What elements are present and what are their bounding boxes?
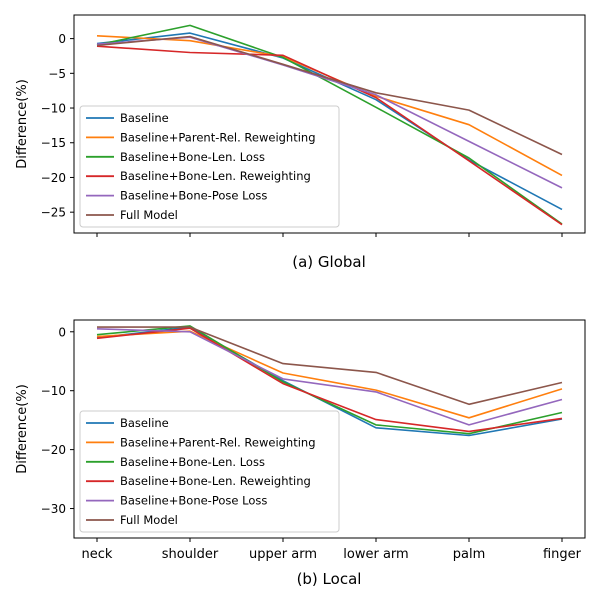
- xtick-label: shoulder: [162, 547, 219, 562]
- ytick-label: −15: [41, 136, 66, 150]
- legend-box: [79, 410, 340, 533]
- ytick-label: −10: [41, 384, 66, 398]
- legend-label: Baseline+Bone-Len. Loss: [120, 150, 265, 164]
- panel-local: 0 −10 −20 −30 neck shoulder upper arm lower ar…: [15, 319, 586, 588]
- title-local: (b) Local: [297, 570, 362, 588]
- xtick-label: neck: [82, 547, 113, 562]
- xticks-global: [96, 233, 563, 237]
- ytick-label: −20: [41, 443, 66, 457]
- series-line-full-model: [96, 35, 563, 156]
- xtick-label: lower arm: [343, 547, 408, 562]
- legend-label: Baseline+Bone-Pose Loss: [120, 494, 267, 508]
- legend-local: Baseline Baseline+Parent-Rel. Reweighting…: [79, 410, 340, 533]
- ytick-label: 0: [58, 325, 66, 339]
- ytick-label: −5: [48, 67, 66, 81]
- legend-global: Baseline Baseline+Parent-Rel. Reweighting…: [79, 105, 340, 228]
- xtick-label: finger: [543, 547, 582, 562]
- series-line-baseline-bone-len-reweighting: [96, 327, 563, 433]
- ytick-label: −20: [41, 171, 66, 185]
- ytick-label: −30: [41, 502, 66, 516]
- ylabel-global: Difference(%): [15, 79, 30, 169]
- xticks-local: neck shoulder upper arm lower arm palm finger: [82, 538, 582, 562]
- legend-label: Baseline+Parent-Rel. Reweighting: [120, 435, 316, 449]
- series-line-full-model: [97, 326, 563, 406]
- lines-global: [96, 24, 563, 226]
- legend-label: Full Model: [120, 208, 178, 222]
- yticks-local: 0 −10 −20 −30: [41, 325, 74, 516]
- series-line-baseline-bone-pose-loss: [96, 328, 563, 426]
- series-line-baseline-bone-len-loss: [96, 24, 563, 225]
- legend-label: Baseline: [120, 111, 169, 125]
- legend-label: Baseline+Parent-Rel. Reweighting: [120, 130, 316, 144]
- legend-label: Baseline+Bone-Len. Loss: [120, 455, 265, 469]
- yticks-global: 0 −5 −10 −15 −20 −25: [41, 32, 74, 220]
- lines-local: [96, 325, 563, 437]
- ytick-label: 0: [58, 32, 66, 46]
- legend-label: Full Model: [120, 513, 178, 527]
- legend-label: Baseline+Bone-Len. Reweighting: [120, 169, 311, 183]
- legend-box: [79, 105, 340, 228]
- xtick-label: palm: [453, 547, 486, 562]
- panel-global: 0 −5 −10 −15 −20 −25 Difference(%) (a) Global…: [15, 14, 586, 271]
- xtick-label: upper arm: [249, 547, 317, 562]
- legend-label: Baseline: [120, 416, 169, 430]
- legend-label: Baseline+Bone-Len. Reweighting: [120, 474, 311, 488]
- plot-area-local: [73, 319, 586, 539]
- ytick-label: −25: [41, 206, 66, 220]
- legend-label: Baseline+Bone-Pose Loss: [120, 189, 267, 203]
- plot-area-global: [73, 14, 586, 234]
- ylabel-local: Difference(%): [15, 384, 30, 474]
- title-global: (a) Global: [292, 253, 366, 271]
- series-line-baseline-bone-len-reweighting: [96, 45, 563, 226]
- ytick-label: −10: [41, 102, 66, 116]
